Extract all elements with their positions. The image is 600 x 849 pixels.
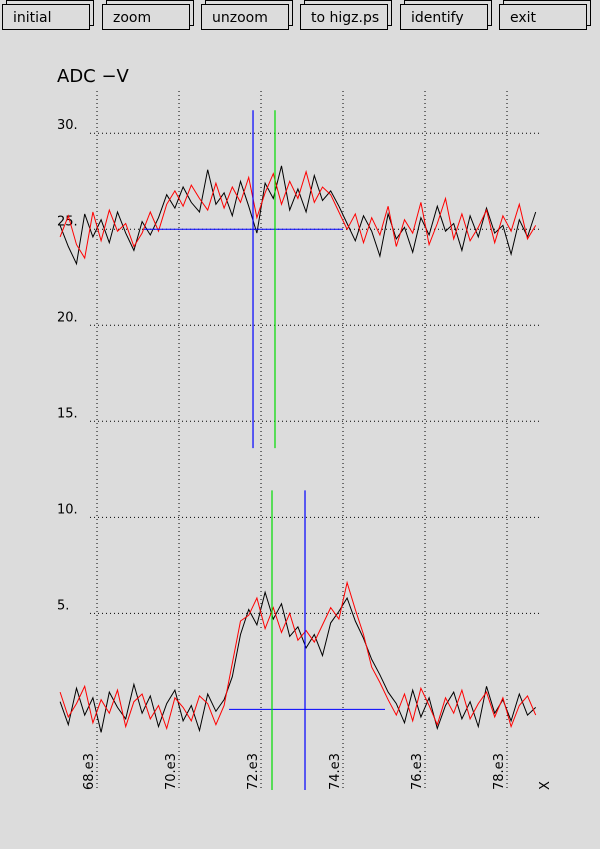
button[interactable]: unzoom: [201, 4, 289, 30]
x-tick-label: 70.e3: [164, 753, 179, 790]
data-line: [59, 590, 537, 733]
x-tick-label: 68.e3: [82, 753, 97, 790]
button[interactable]: exit: [499, 4, 587, 30]
data-line: [59, 580, 537, 731]
button[interactable]: to higz.ps: [300, 4, 388, 30]
y-tick-label: 15.: [57, 406, 78, 421]
x-tick-label: 78.e3: [492, 753, 507, 790]
x-tick-label: 76.e3: [410, 753, 425, 790]
button[interactable]: identify: [400, 4, 488, 30]
button[interactable]: initial: [2, 4, 90, 30]
y-tick-label: 20.: [57, 310, 78, 325]
y-tick-label: 30.: [57, 118, 78, 133]
y-tick-label: 5.: [57, 598, 69, 613]
x-tick-label: 72.e3: [246, 753, 261, 790]
data-line: [59, 169, 537, 260]
chart-title: ADC −V: [57, 66, 130, 87]
y-tick-label: 10.: [57, 502, 78, 517]
data-line: [59, 165, 537, 266]
button[interactable]: zoom: [102, 4, 190, 30]
x-tick-label: 74.e3: [328, 753, 343, 790]
x-axis-label: X: [538, 781, 553, 790]
y-tick-label: 25.: [57, 214, 78, 229]
